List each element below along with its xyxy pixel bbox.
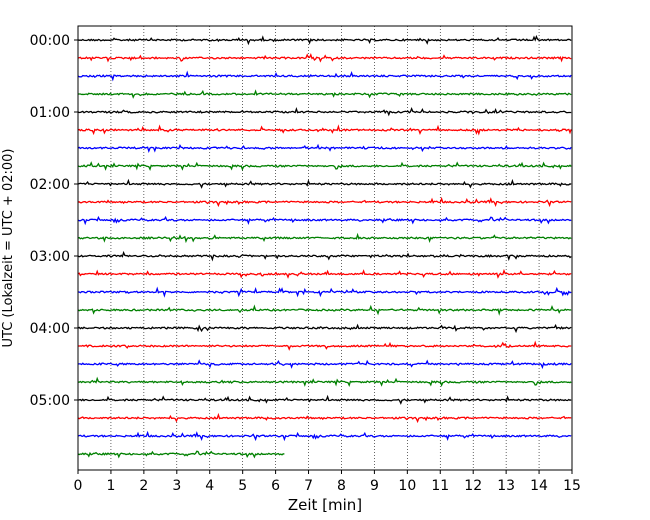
trace-0215: [77, 196, 572, 208]
trace-0400: [77, 323, 572, 334]
x-tick-label-13: 13: [497, 478, 515, 494]
x-tick-label-6: 6: [271, 478, 280, 494]
y-tick-label-0200: 02:00: [30, 177, 70, 193]
trace-0515: [77, 412, 572, 424]
y-axis-label: UTC (Lokalzeit = UTC + 02:00): [1, 149, 16, 348]
trace-0145: [77, 161, 572, 172]
trace-0045: [78, 89, 572, 99]
x-tick-label-2: 2: [139, 478, 148, 494]
x-tick-label-8: 8: [337, 478, 346, 494]
x-tick-label-3: 3: [172, 478, 181, 494]
x-tick-label-7: 7: [304, 478, 313, 494]
y-tick-label-0400: 04:00: [30, 321, 70, 337]
trace-0000: [77, 34, 572, 46]
trace-0415: [78, 340, 572, 351]
trace-0445: [77, 376, 572, 388]
trace-0345: [77, 304, 572, 316]
trace-0100: [77, 106, 572, 117]
plot-frame: [77, 25, 573, 471]
trace-0230: [77, 215, 572, 226]
x-tick-label-10: 10: [398, 478, 416, 494]
x-tick-label-9: 9: [370, 478, 379, 494]
trace-0130: [77, 143, 572, 154]
x-axis-label: Zeit [min]: [288, 496, 362, 514]
y-tick-label-0100: 01:00: [30, 105, 70, 121]
y-tick-label-0000: 00:00: [30, 33, 70, 49]
x-tick-label-5: 5: [238, 478, 247, 494]
trace-0545: [77, 450, 285, 459]
y-tick-label-0500: 05:00: [30, 393, 70, 409]
x-tick-label-11: 11: [431, 478, 449, 494]
trace-0330: [78, 286, 572, 298]
trace-0200: [77, 178, 572, 189]
trace-0530: [77, 430, 572, 442]
trace-0245: [77, 232, 572, 244]
trace-0015: [77, 53, 572, 63]
trace-0115: [77, 124, 572, 136]
trace-0315: [77, 268, 572, 279]
x-tick-label-0: 0: [74, 478, 83, 494]
seismic-traces: [77, 34, 572, 459]
x-tick-label-1: 1: [106, 478, 115, 494]
trace-0300: [77, 250, 572, 262]
x-tick-label-14: 14: [530, 478, 548, 494]
x-tick-label-12: 12: [464, 478, 482, 494]
vertical-gridlines: [110, 26, 540, 470]
trace-0430: [77, 359, 572, 370]
x-tick-label-15: 15: [563, 478, 581, 494]
x-tick-label-4: 4: [205, 478, 214, 494]
y-axis-ticks: 00:00 01:00 02:00 03:00 04:00 05:00: [30, 33, 78, 409]
trace-0500: [77, 394, 572, 405]
trace-0030: [77, 70, 572, 82]
x-axis-ticks: 0 1 2 3 4 5 6 7 8 9 10 11 12 13 14 15: [74, 470, 581, 494]
y-tick-label-0300: 03:00: [30, 249, 70, 265]
